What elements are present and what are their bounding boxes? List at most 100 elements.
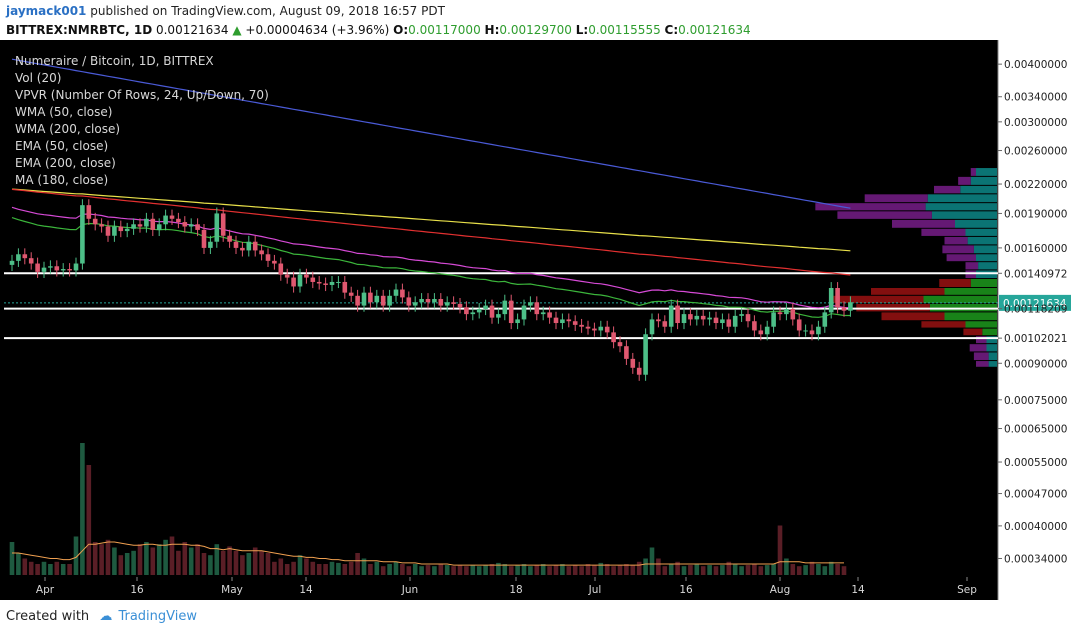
volume-bar <box>86 465 92 575</box>
y-tick-label: 0.00090000 <box>1004 358 1067 370</box>
candle-body <box>707 317 712 320</box>
vpvr-row-up <box>944 312 997 321</box>
volume-bar <box>438 564 444 575</box>
candle-body <box>48 266 53 268</box>
volume-bar <box>188 547 194 575</box>
candle-body <box>630 358 636 368</box>
candle-body <box>233 241 239 248</box>
candle-body <box>182 222 188 227</box>
candle-body <box>284 274 290 278</box>
candle-body <box>220 213 226 236</box>
volume-bar <box>540 564 546 575</box>
volume-bar <box>656 558 661 575</box>
candle-body <box>464 307 469 315</box>
volume-bar <box>528 566 533 575</box>
author-link[interactable]: jaymack001 <box>6 4 87 18</box>
volume-bar <box>617 565 623 575</box>
volume-bar <box>566 566 572 575</box>
low-value: 0.00115555 <box>588 23 661 37</box>
tradingview-brand-link[interactable]: TradingView <box>118 609 197 624</box>
vpvr-row-up <box>986 344 997 352</box>
volume-bar <box>643 558 648 575</box>
candle-body <box>86 205 92 219</box>
tradingview-logo-icon[interactable]: ☁ <box>99 609 113 624</box>
volume-bar <box>508 566 514 575</box>
volume-bar <box>720 565 725 575</box>
volume-bar <box>560 564 565 575</box>
vpvr-row-down <box>942 245 974 254</box>
candle-body <box>752 321 757 331</box>
volume-bar <box>515 565 520 575</box>
indicator-label: MA (180, close) <box>15 173 108 187</box>
volume-bar <box>259 550 264 575</box>
candle-body <box>758 330 764 335</box>
volume-bar <box>284 564 290 575</box>
candle-body <box>99 224 104 227</box>
candle-body <box>163 215 168 225</box>
volume-bar <box>579 566 584 575</box>
volume-bar <box>124 553 130 575</box>
volume-bar <box>323 564 328 575</box>
y-tick-label: 0.00220000 <box>1004 179 1067 191</box>
vpvr-row-up <box>965 228 997 236</box>
volume-bar <box>201 553 207 575</box>
vpvr-row-up <box>986 336 997 344</box>
candle-body <box>745 314 751 322</box>
x-tick-label: 16 <box>130 584 144 596</box>
volume-bar <box>342 564 348 575</box>
y-tick-label: 0.00102021 <box>1004 333 1067 345</box>
volume-bar <box>105 539 111 575</box>
candle-body <box>515 319 520 324</box>
vpvr-row-down <box>973 352 989 361</box>
candle-body <box>694 315 700 320</box>
volume-bar <box>144 542 149 575</box>
chart-area[interactable]: 0.00400000 0.00340000 0.00300000 0.00260000… <box>0 40 1073 600</box>
candle-body <box>553 317 559 324</box>
candle-body <box>585 326 591 329</box>
volume-bar <box>419 566 424 575</box>
volume-bar <box>700 566 706 575</box>
candle-body <box>598 326 604 331</box>
candle-body <box>604 326 610 333</box>
vpvr-row-up <box>927 194 997 203</box>
candle-body <box>732 315 738 327</box>
volume-bar <box>444 565 450 575</box>
y-tick-label: 0.00118209 <box>1004 304 1067 316</box>
candle-body <box>835 287 840 308</box>
footer: Created with ☁ TradingView <box>0 600 1073 633</box>
candle-body <box>566 319 572 322</box>
vpvr-row-down <box>829 295 924 303</box>
candle-body <box>54 266 60 271</box>
candle-body <box>252 241 258 251</box>
candle-body <box>28 258 34 264</box>
volume-bar <box>451 566 456 575</box>
volume-bar <box>822 566 828 575</box>
candle-body <box>227 235 232 242</box>
volume-bar <box>502 564 508 575</box>
y-tick-label: 0.00260000 <box>1004 146 1067 158</box>
candle-body <box>841 307 847 311</box>
volume-bar <box>240 555 245 575</box>
volume-bar <box>278 558 284 575</box>
candle-body <box>291 277 296 287</box>
volume-bar <box>28 561 34 575</box>
volume-bar <box>470 565 476 575</box>
y-tick-label: 0.00055000 <box>1004 457 1067 469</box>
volume-bar <box>316 564 322 575</box>
price-axis <box>998 40 1073 600</box>
ma-line-ema-200 <box>11 188 851 276</box>
x-tick-label: 16 <box>679 584 693 596</box>
chart-svg[interactable]: 0.00400000 0.00340000 0.00300000 0.00260000… <box>0 40 1073 600</box>
candle-body <box>80 205 85 264</box>
x-tick-label: 14 <box>851 584 865 596</box>
candle-body <box>790 308 796 320</box>
volume-bar <box>476 566 482 575</box>
candle-body <box>393 289 399 296</box>
candle-body <box>124 228 130 232</box>
y-tick-label: 0.00340000 <box>1004 92 1067 104</box>
volume-bar <box>675 561 680 575</box>
volume-bar <box>585 564 591 575</box>
vpvr-row-down <box>921 228 966 236</box>
candle-body <box>579 324 584 327</box>
open-label: O: <box>393 23 409 37</box>
